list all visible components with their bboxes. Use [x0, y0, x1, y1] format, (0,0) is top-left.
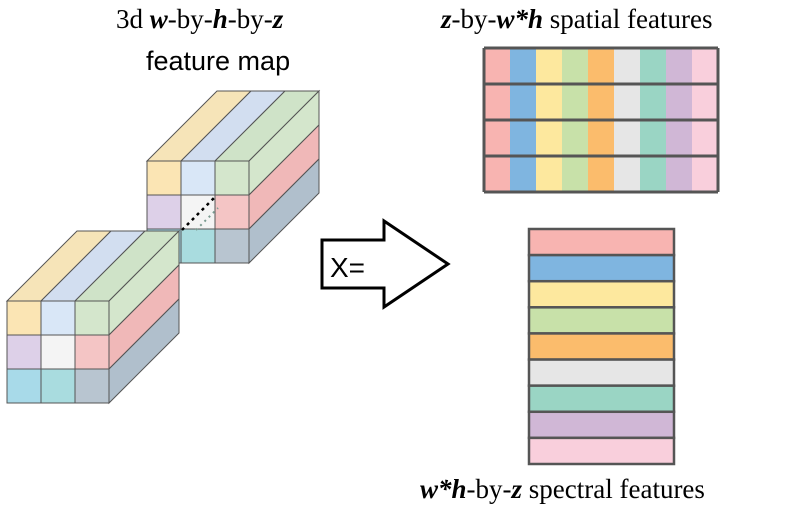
- spatial-features-matrix: [482, 46, 720, 194]
- spatial-cell: [562, 48, 588, 84]
- spectral-features-matrix: [527, 227, 676, 466]
- spatial-cell: [484, 48, 510, 84]
- spectral-band: [527, 410, 676, 440]
- cube-block-front: [5, 229, 181, 405]
- spatial-cell: [536, 84, 562, 120]
- cube-front-front-cell: [74, 334, 110, 370]
- cube-back-front-cell: [214, 160, 250, 196]
- cube-caption-line2: feature map: [146, 46, 291, 76]
- spectral-band: [527, 358, 676, 387]
- spectral-band: [527, 384, 676, 414]
- cube-back-front-cell: [214, 228, 250, 264]
- spatial-cell: [536, 156, 562, 192]
- spatial-cell: [666, 48, 692, 84]
- spectral-band: [527, 436, 676, 466]
- spatial-cell: [510, 48, 536, 84]
- spatial-cell: [562, 84, 588, 120]
- spatial-cell: [640, 48, 666, 84]
- spectral-band: [527, 253, 676, 283]
- spatial-cell: [484, 84, 510, 120]
- spatial-cell: [510, 84, 536, 120]
- cube-back-front-cell: [146, 194, 182, 230]
- spatial-cell: [614, 84, 640, 120]
- spatial-cell: [614, 48, 640, 84]
- spatial-cell: [640, 84, 666, 120]
- spatial-cell: [614, 156, 640, 192]
- cube-caption-line1: 3d w-by-h-by-z: [116, 4, 284, 34]
- dotted-continuation-lines: [181, 195, 219, 231]
- spatial-cell: [588, 156, 614, 192]
- spatial-cell: [510, 156, 536, 192]
- spatial-cell: [640, 120, 666, 156]
- cube-back-front-cell: [180, 194, 216, 230]
- spatial-features-caption: z-by-w*h spatial features: [441, 4, 713, 34]
- spatial-cell: [536, 120, 562, 156]
- spectral-band: [527, 332, 676, 361]
- spatial-cell: [588, 120, 614, 156]
- cube-back-front-cell: [214, 194, 250, 230]
- spatial-cell: [536, 48, 562, 84]
- spatial-cell: [692, 156, 718, 192]
- spatial-cell: [510, 120, 536, 156]
- spatial-cell: [692, 120, 718, 156]
- spatial-cell: [666, 156, 692, 192]
- arrow-label: X=: [330, 252, 365, 283]
- cube-front-front-cell: [6, 334, 42, 370]
- spatial-cell: [588, 48, 614, 84]
- spatial-cell: [692, 84, 718, 120]
- cube-front-front-cell: [6, 300, 42, 336]
- spatial-cell: [562, 156, 588, 192]
- cube-front-front-cell: [40, 300, 76, 336]
- spectral-features-caption: w*h-by-z spectral features: [420, 474, 705, 504]
- cube-front-front-cell: [40, 334, 76, 370]
- arrow-shape: X=: [320, 218, 451, 310]
- spectral-band: [527, 227, 676, 257]
- spatial-cell: [562, 120, 588, 156]
- cube-back-front-cell: [180, 160, 216, 196]
- spatial-cell: [666, 84, 692, 120]
- spectral-band: [527, 306, 676, 335]
- cube-front-front-cell: [74, 300, 110, 336]
- spatial-cell: [484, 156, 510, 192]
- spatial-cell: [588, 84, 614, 120]
- spatial-cell: [640, 156, 666, 192]
- cube-back-front-cell: [146, 160, 182, 196]
- cube-front-front-cell: [74, 368, 110, 404]
- spatial-cell: [692, 48, 718, 84]
- spatial-cell: [666, 120, 692, 156]
- spatial-cell: [484, 120, 510, 156]
- spectral-band: [527, 279, 676, 309]
- cube-front-front-cell: [6, 368, 42, 404]
- spatial-cell: [614, 120, 640, 156]
- cube-back-front-cell: [180, 228, 216, 264]
- cube-front-front-cell: [40, 368, 76, 404]
